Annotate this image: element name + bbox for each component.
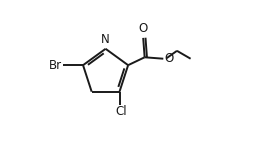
Text: O: O [164,52,173,65]
Text: Cl: Cl [115,105,127,118]
Text: N: N [101,33,110,46]
Text: O: O [139,22,148,35]
Text: Br: Br [49,59,62,72]
